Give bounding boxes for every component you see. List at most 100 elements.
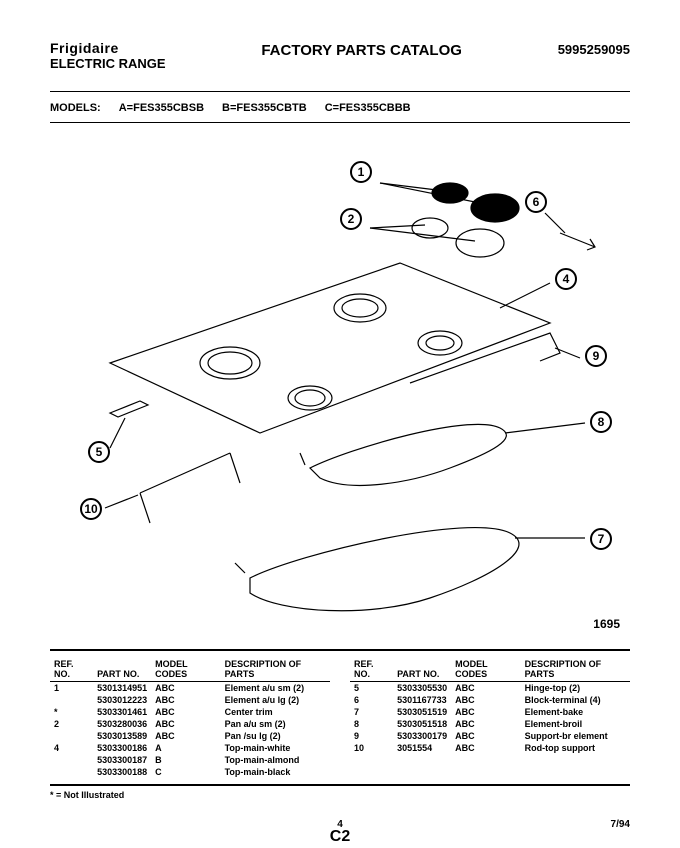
cell-ref: 5 bbox=[350, 682, 393, 695]
cell-ref bbox=[50, 694, 93, 706]
cell-model: ABC bbox=[151, 682, 220, 695]
table-row: *5303301461ABCCenter trim bbox=[50, 706, 330, 718]
cell-model: C bbox=[151, 766, 220, 778]
table-row: 55303305530ABCHinge-top (2) bbox=[350, 682, 630, 695]
divider-models bbox=[50, 122, 630, 123]
cell-model: ABC bbox=[451, 742, 520, 754]
cell-ref: * bbox=[50, 706, 93, 718]
cell-ref: 10 bbox=[350, 742, 393, 754]
callout-4: 4 bbox=[555, 268, 577, 290]
cell-ref bbox=[50, 754, 93, 766]
parts-table-right: REF. NO. PART NO. MODEL CODES DESCRIPTIO… bbox=[350, 657, 630, 778]
cell-part: 3051554 bbox=[393, 742, 451, 754]
th-part-r: PART NO. bbox=[393, 657, 451, 682]
brand: Frigidaire bbox=[50, 40, 166, 56]
callout-5: 5 bbox=[88, 441, 110, 463]
th-model-r: MODEL CODES bbox=[451, 657, 520, 682]
table-row: 25303280036ABCPan a/u sm (2) bbox=[50, 718, 330, 730]
table-row: 95303300179ABCSupport-br element bbox=[350, 730, 630, 742]
cell-desc: Hinge-top (2) bbox=[521, 682, 630, 695]
cell-ref: 4 bbox=[50, 742, 93, 754]
cell-model: B bbox=[151, 754, 220, 766]
model-a: A=FES355CBSB bbox=[119, 102, 204, 114]
cell-ref: 6 bbox=[350, 694, 393, 706]
cell-part: 5301314951 bbox=[93, 682, 151, 695]
cell-desc: Rod-top support bbox=[521, 742, 630, 754]
table-row: 15301314951ABCElement a/u sm (2) bbox=[50, 682, 330, 695]
callout-1: 1 bbox=[350, 161, 372, 183]
cell-ref: 1 bbox=[50, 682, 93, 695]
cell-part: 5301167733 bbox=[393, 694, 451, 706]
cell-desc: Top-main-black bbox=[221, 766, 330, 778]
diagram-number: 1695 bbox=[593, 617, 620, 631]
cell-desc: Top-main-almond bbox=[221, 754, 330, 766]
model-c: C=FES355CBBB bbox=[325, 102, 411, 114]
page: Frigidaire ELECTRIC RANGE FACTORY PARTS … bbox=[0, 0, 680, 848]
cell-model: ABC bbox=[451, 694, 520, 706]
th-model: MODEL CODES bbox=[151, 657, 220, 682]
cell-desc: Top-main-white bbox=[221, 742, 330, 754]
table-row: 5303300187BTop-main-almond bbox=[50, 754, 330, 766]
exploded-diagram: 1 2 4 5 6 7 8 9 10 1695 bbox=[50, 133, 630, 643]
callout-9: 9 bbox=[585, 345, 607, 367]
table-row: 65301167733ABCBlock-terminal (4) bbox=[350, 694, 630, 706]
models-label: MODELS: bbox=[50, 102, 101, 114]
cell-part: 5303300186 bbox=[93, 742, 151, 754]
catalog-title: FACTORY PARTS CATALOG bbox=[261, 42, 462, 59]
cell-ref bbox=[50, 730, 93, 742]
table-row: 75303051519ABCElement-bake bbox=[350, 706, 630, 718]
cell-desc: Element a/u lg (2) bbox=[221, 694, 330, 706]
header: Frigidaire ELECTRIC RANGE FACTORY PARTS … bbox=[0, 0, 680, 81]
cell-part: 5303013589 bbox=[93, 730, 151, 742]
brand-block: Frigidaire ELECTRIC RANGE bbox=[50, 40, 166, 71]
callout-6: 6 bbox=[525, 191, 547, 213]
cell-part: 5303051518 bbox=[393, 718, 451, 730]
cell-part: 5303280036 bbox=[93, 718, 151, 730]
cell-model: ABC bbox=[451, 682, 520, 695]
cell-desc: Element-broil bbox=[521, 718, 630, 730]
cell-desc: Block-terminal (4) bbox=[521, 694, 630, 706]
callout-2: 2 bbox=[340, 208, 362, 230]
cell-part: 5303300188 bbox=[93, 766, 151, 778]
cell-desc: Pan /su lg (2) bbox=[221, 730, 330, 742]
cell-model: ABC bbox=[451, 706, 520, 718]
section-label: C2 bbox=[330, 828, 350, 846]
callout-10: 10 bbox=[80, 498, 102, 520]
cell-part: 5303305530 bbox=[393, 682, 451, 695]
cell-part: 5303300187 bbox=[93, 754, 151, 766]
table-row: 85303051518ABCElement-broil bbox=[350, 718, 630, 730]
cell-ref: 8 bbox=[350, 718, 393, 730]
cell-ref: 2 bbox=[50, 718, 93, 730]
footnote: * = Not Illustrated bbox=[50, 790, 630, 800]
parts-table-left: REF. NO. PART NO. MODEL CODES DESCRIPTIO… bbox=[50, 657, 330, 778]
cell-desc: Element-bake bbox=[521, 706, 630, 718]
th-desc: DESCRIPTION OF PARTS bbox=[221, 657, 330, 682]
callout-7: 7 bbox=[590, 528, 612, 550]
parts-table: REF. NO. PART NO. MODEL CODES DESCRIPTIO… bbox=[50, 649, 630, 786]
th-ref: REF. NO. bbox=[50, 657, 93, 682]
cell-part: 5303051519 bbox=[393, 706, 451, 718]
th-desc-r: DESCRIPTION OF PARTS bbox=[521, 657, 630, 682]
cell-model: ABC bbox=[151, 694, 220, 706]
cell-desc: Center trim bbox=[221, 706, 330, 718]
table-row: 45303300186ATop-main-white bbox=[50, 742, 330, 754]
cell-ref bbox=[50, 766, 93, 778]
cell-part: 5303012223 bbox=[93, 694, 151, 706]
cell-desc: Element a/u sm (2) bbox=[221, 682, 330, 695]
product-type: ELECTRIC RANGE bbox=[50, 56, 166, 71]
divider-top bbox=[50, 91, 630, 92]
th-part: PART NO. bbox=[93, 657, 151, 682]
table-row: 5303012223ABCElement a/u lg (2) bbox=[50, 694, 330, 706]
cell-ref: 9 bbox=[350, 730, 393, 742]
cell-part: 5303301461 bbox=[93, 706, 151, 718]
cell-model: ABC bbox=[151, 730, 220, 742]
table-row: 5303013589ABCPan /su lg (2) bbox=[50, 730, 330, 742]
model-b: B=FES355CBTB bbox=[222, 102, 307, 114]
cell-ref: 7 bbox=[350, 706, 393, 718]
callout-8: 8 bbox=[590, 411, 612, 433]
cell-model: ABC bbox=[451, 730, 520, 742]
cell-model: ABC bbox=[451, 718, 520, 730]
table-row: 103051554ABCRod-top support bbox=[350, 742, 630, 754]
th-ref-r: REF. NO. bbox=[350, 657, 393, 682]
catalog-number: 5995259095 bbox=[558, 42, 630, 57]
